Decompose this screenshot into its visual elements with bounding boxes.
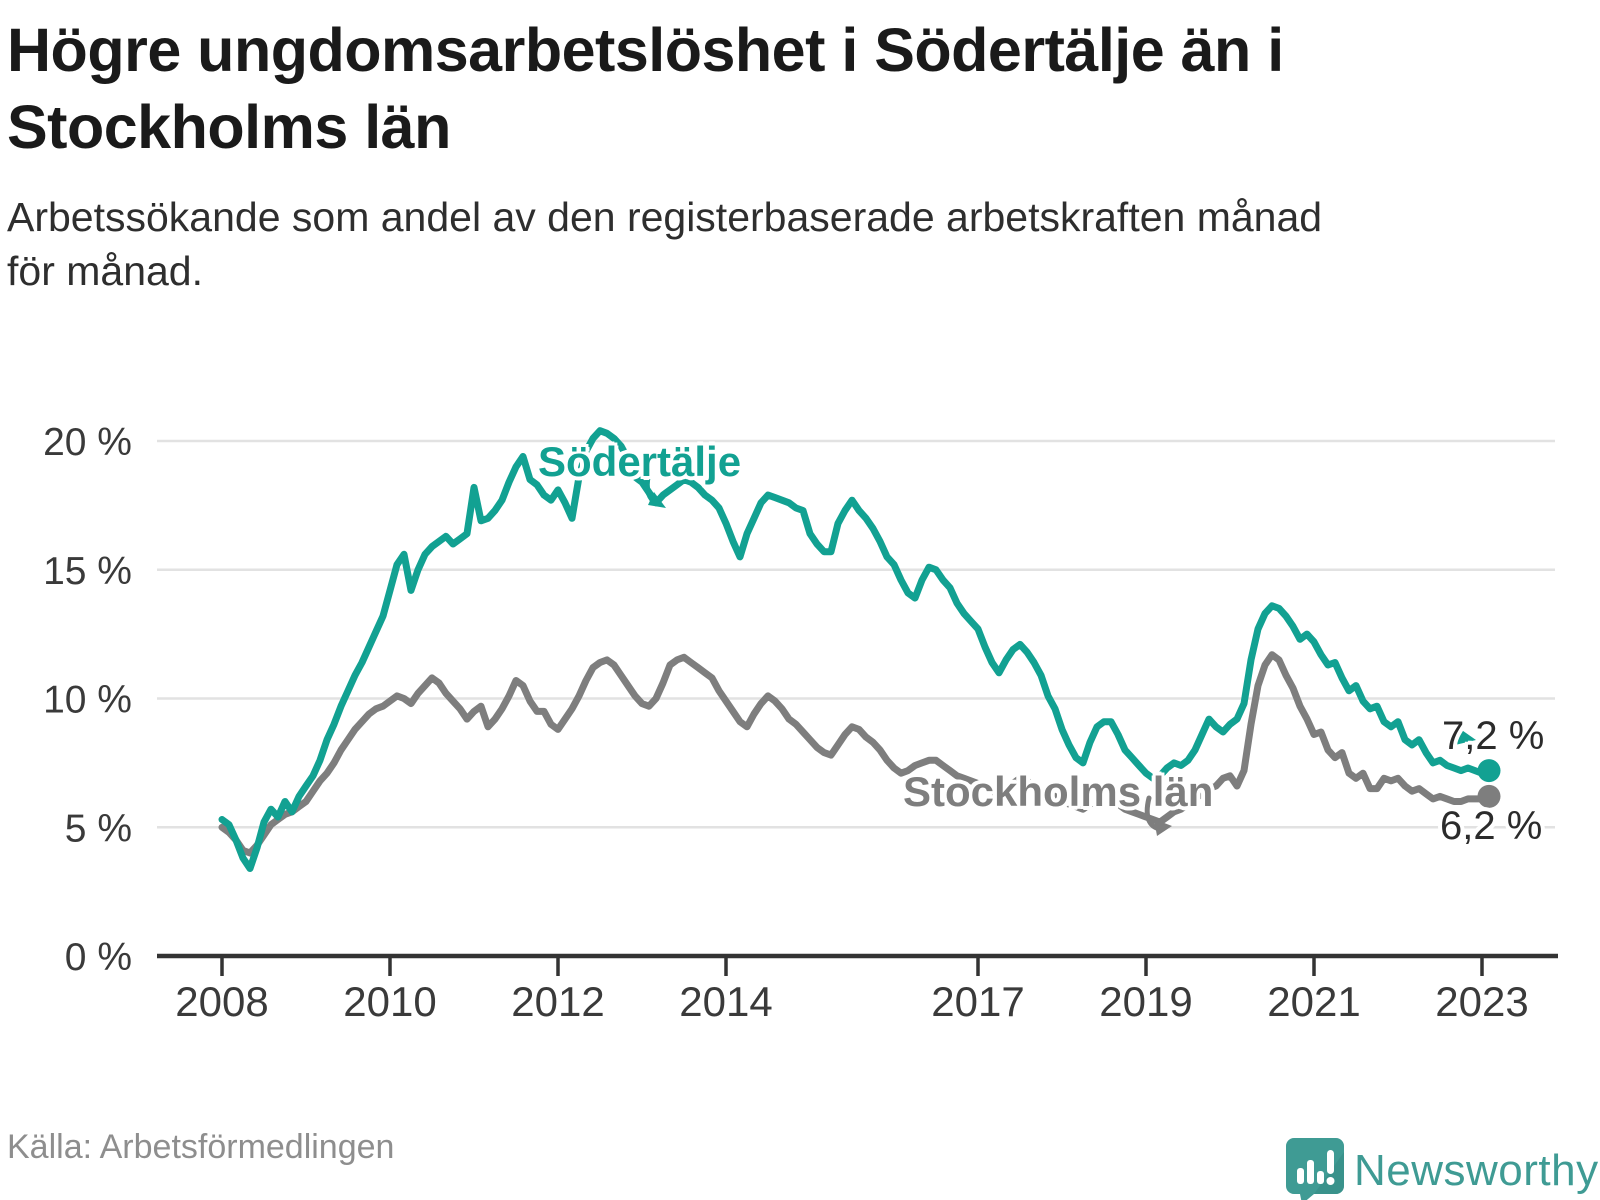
x-axis-label-2010: 2010 (343, 978, 436, 1025)
x-axis-label-2008: 2008 (175, 978, 268, 1025)
series-line-sodertalje (218, 427, 1493, 872)
stockholm-label-arrowhead-icon (1154, 819, 1172, 836)
series-end-dot-sodertalje (1477, 759, 1501, 783)
y-axis-label-10: 10 % (43, 679, 132, 722)
page-subtitle: Arbetssökande som andel av den registerb… (7, 190, 1577, 298)
newsworthy-logo-text: Newsworthy (1354, 1146, 1599, 1195)
page-title: Högre ungdomsarbetslöshet i Södertälje ä… (7, 12, 1577, 166)
y-axis-label-5: 5 % (65, 807, 132, 850)
series-line-stockholms-lan (218, 651, 1493, 857)
title-line-2: Stockholms län (7, 93, 451, 161)
series-label-stockholms-lan: Stockholms län (903, 768, 1214, 815)
x-axis-label-2023: 2023 (1435, 978, 1528, 1025)
end-value-label-sodertalje: 7,2 % (1442, 714, 1545, 758)
series-end-dot-stockholms-lan (1477, 784, 1501, 808)
end-value-arrowhead-icon (1455, 726, 1476, 745)
x-axis-label-2019: 2019 (1099, 978, 1192, 1025)
title-line-1: Högre ungdomsarbetslöshet i Södertälje ä… (7, 16, 1284, 84)
x-axis-label-2017: 2017 (931, 978, 1024, 1025)
x-axis-label-2021: 2021 (1267, 978, 1360, 1025)
y-axis-label-15: 15 % (43, 550, 132, 593)
x-axis-label-2014: 2014 (679, 978, 772, 1025)
subtitle-line-1: Arbetssökande som andel av den registerb… (7, 194, 1323, 240)
series-label-sodertalje: Södertälje (538, 438, 742, 485)
newsworthy-logo-icon (1286, 1138, 1344, 1200)
source-note: Källa: Arbetsförmedlingen (7, 1128, 395, 1166)
x-axis-label-2012: 2012 (511, 978, 604, 1025)
sodertalje-label-arrowhead-icon (648, 492, 666, 508)
subtitle-line-2: för månad. (7, 248, 203, 294)
y-axis-label-0: 0 % (65, 936, 132, 979)
end-value-label-stockholms-lan: 6,2 % (1440, 804, 1543, 848)
y-axis-label-20: 20 % (43, 421, 132, 464)
